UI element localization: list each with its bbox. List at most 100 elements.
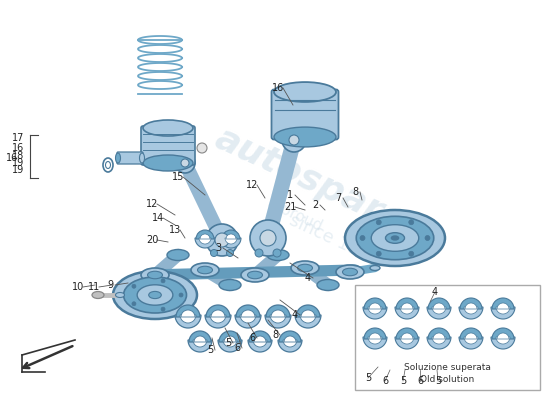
Circle shape <box>409 220 414 225</box>
Wedge shape <box>222 230 240 239</box>
Wedge shape <box>497 333 509 339</box>
Ellipse shape <box>141 268 169 282</box>
Wedge shape <box>400 337 414 344</box>
Wedge shape <box>219 331 241 342</box>
Text: 12: 12 <box>146 199 158 209</box>
Wedge shape <box>363 337 387 349</box>
Text: 12: 12 <box>246 180 258 190</box>
FancyBboxPatch shape <box>272 90 338 140</box>
Circle shape <box>282 128 306 152</box>
Wedge shape <box>433 303 445 309</box>
Circle shape <box>273 249 281 257</box>
Circle shape <box>250 220 286 256</box>
Wedge shape <box>295 315 321 328</box>
Wedge shape <box>428 298 450 309</box>
Circle shape <box>409 251 414 256</box>
Text: autospares: autospares <box>210 122 431 248</box>
Text: 20: 20 <box>146 235 158 245</box>
Ellipse shape <box>219 280 241 290</box>
Wedge shape <box>464 307 478 314</box>
Wedge shape <box>205 315 231 328</box>
Wedge shape <box>223 340 237 347</box>
Ellipse shape <box>345 210 445 266</box>
Text: Soluzione superata: Soluzione superata <box>404 364 491 372</box>
Wedge shape <box>301 310 315 317</box>
Wedge shape <box>206 305 230 317</box>
Wedge shape <box>284 336 296 342</box>
Ellipse shape <box>140 153 145 163</box>
Ellipse shape <box>274 127 336 147</box>
Wedge shape <box>193 340 207 347</box>
Text: 16: 16 <box>12 143 24 153</box>
Ellipse shape <box>267 250 289 260</box>
Wedge shape <box>432 337 446 344</box>
Wedge shape <box>211 310 225 317</box>
Text: 2: 2 <box>312 200 318 210</box>
Circle shape <box>227 250 234 256</box>
Wedge shape <box>218 340 242 352</box>
Ellipse shape <box>92 292 104 298</box>
Text: a proud: a proud <box>265 196 325 234</box>
Text: 6: 6 <box>249 333 255 343</box>
Circle shape <box>211 250 217 256</box>
Text: 15: 15 <box>172 172 184 182</box>
Text: 5: 5 <box>225 338 231 348</box>
Text: 10: 10 <box>72 282 84 292</box>
Wedge shape <box>194 336 206 342</box>
Circle shape <box>206 224 238 256</box>
Ellipse shape <box>386 233 404 243</box>
Wedge shape <box>241 310 255 317</box>
Ellipse shape <box>241 268 269 282</box>
Ellipse shape <box>371 225 419 251</box>
Wedge shape <box>459 337 483 349</box>
Wedge shape <box>432 307 446 314</box>
Text: since 1985: since 1985 <box>287 211 383 269</box>
Text: 5: 5 <box>435 376 441 386</box>
Wedge shape <box>465 303 477 309</box>
Ellipse shape <box>167 250 189 260</box>
Wedge shape <box>199 238 211 244</box>
Circle shape <box>360 236 365 240</box>
Wedge shape <box>368 307 382 314</box>
Wedge shape <box>395 307 419 319</box>
Wedge shape <box>236 305 260 317</box>
Wedge shape <box>253 340 267 347</box>
Text: 8: 8 <box>352 187 358 197</box>
Wedge shape <box>225 238 237 244</box>
Ellipse shape <box>343 268 358 276</box>
Ellipse shape <box>317 280 339 290</box>
Wedge shape <box>433 333 445 339</box>
Wedge shape <box>492 328 514 339</box>
Text: 6: 6 <box>417 376 423 386</box>
Ellipse shape <box>124 277 186 313</box>
Circle shape <box>175 153 195 173</box>
Wedge shape <box>175 315 201 328</box>
Text: 17: 17 <box>12 133 24 143</box>
Wedge shape <box>400 307 414 314</box>
Text: 19: 19 <box>12 158 24 168</box>
Wedge shape <box>176 305 200 317</box>
Text: 19: 19 <box>12 165 24 175</box>
Wedge shape <box>363 307 387 319</box>
Ellipse shape <box>197 266 212 274</box>
Wedge shape <box>221 238 241 248</box>
Wedge shape <box>368 337 382 344</box>
Wedge shape <box>396 328 418 339</box>
Wedge shape <box>271 310 285 317</box>
Circle shape <box>425 236 430 240</box>
Wedge shape <box>279 331 301 342</box>
Wedge shape <box>491 307 515 319</box>
Wedge shape <box>396 298 418 309</box>
Text: 9: 9 <box>107 280 113 290</box>
Wedge shape <box>235 315 261 328</box>
Text: 21: 21 <box>284 202 296 212</box>
Wedge shape <box>226 234 236 239</box>
Ellipse shape <box>113 271 197 319</box>
Wedge shape <box>249 331 271 342</box>
Ellipse shape <box>391 236 399 240</box>
Ellipse shape <box>248 271 262 279</box>
Ellipse shape <box>274 82 336 102</box>
Wedge shape <box>496 337 510 344</box>
Wedge shape <box>254 336 266 342</box>
Ellipse shape <box>143 120 193 136</box>
